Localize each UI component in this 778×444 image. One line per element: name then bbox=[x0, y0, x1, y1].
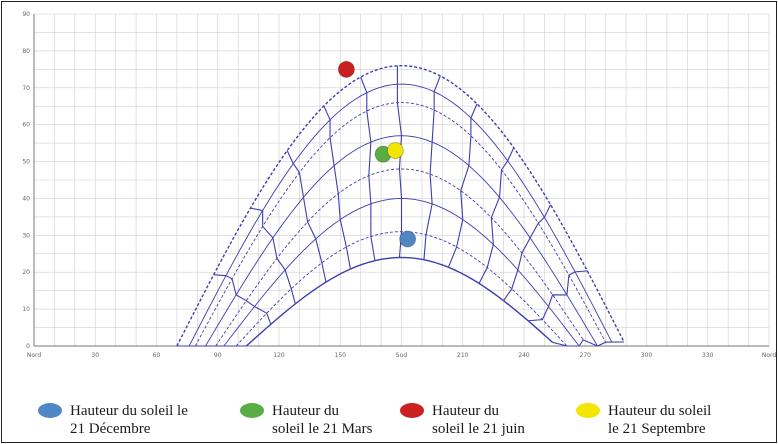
legend-marker-june bbox=[400, 403, 424, 418]
y-tick-label: 20 bbox=[22, 269, 30, 276]
legend-label-september: Hauteur du soleil le 21 Septembre bbox=[608, 403, 712, 437]
x-tick-label: Sud bbox=[396, 352, 408, 359]
day-curve bbox=[194, 102, 607, 347]
hour-line bbox=[360, 76, 376, 261]
sun-height-marker bbox=[386, 141, 404, 159]
y-tick-label: 30 bbox=[22, 232, 30, 239]
sun-height-marker bbox=[337, 60, 355, 78]
y-axis-ticks: 90 80 70 60 50 40 30 20 10 0 bbox=[22, 11, 30, 350]
legend-marker-september bbox=[576, 403, 600, 418]
hour-line bbox=[423, 75, 441, 260]
legend-item-march: Hauteur du soleil le 21 Mars bbox=[240, 402, 372, 438]
day-curve bbox=[188, 83, 613, 347]
legend: Hauteur du soleil le 21 Décembre Hauteur… bbox=[2, 394, 778, 444]
sun-path-chart: Nord 30 60 90 120 150 Sud 210 240 270 300 330 Nord 9… bbox=[22, 11, 777, 359]
hour-line bbox=[447, 103, 478, 268]
legend-item-june: Hauteur du soleil le 21 juin bbox=[400, 402, 525, 438]
y-tick-label: 40 bbox=[22, 195, 30, 202]
x-tick-label: 60 bbox=[153, 352, 161, 359]
legend-marker-december bbox=[38, 403, 62, 418]
x-tick-label: 90 bbox=[214, 352, 222, 359]
hour-line bbox=[323, 105, 351, 270]
y-tick-label: 10 bbox=[22, 306, 30, 313]
legend-label-june: Hauteur du soleil le 21 juin bbox=[432, 403, 525, 437]
hour-line bbox=[478, 147, 515, 284]
legend-label-march: Hauteur du soleil le 21 Mars bbox=[272, 403, 373, 437]
x-tick-label: 240 bbox=[518, 352, 530, 359]
legend-item-december: Hauteur du soleil le 21 Décembre bbox=[38, 402, 188, 438]
day-curve bbox=[245, 256, 554, 347]
sun-path-curves bbox=[176, 64, 625, 347]
x-tick-label: 330 bbox=[702, 352, 714, 359]
x-tick-label: 210 bbox=[457, 352, 469, 359]
day-curve bbox=[176, 64, 625, 347]
hour-line bbox=[503, 204, 552, 301]
hour-line bbox=[286, 150, 327, 283]
legend-item-september: Hauteur du soleil le 21 Septembre bbox=[576, 402, 711, 438]
sun-height-markers bbox=[337, 60, 417, 248]
sun-height-marker bbox=[399, 230, 417, 248]
x-axis-ticks: Nord 30 60 90 120 150 Sud 210 240 270 300 330 Nord bbox=[27, 352, 777, 359]
y-tick-label: 60 bbox=[22, 122, 30, 129]
x-tick-label: Nord bbox=[27, 352, 42, 359]
hour-line bbox=[528, 270, 588, 322]
x-tick-label: 30 bbox=[91, 352, 99, 359]
x-tick-label: 270 bbox=[580, 352, 592, 359]
legend-label-december: Hauteur du soleil le 21 Décembre bbox=[70, 403, 188, 437]
y-tick-label: 50 bbox=[22, 159, 30, 166]
grid bbox=[33, 13, 770, 347]
y-tick-label: 80 bbox=[22, 48, 30, 55]
x-tick-label: 120 bbox=[273, 352, 285, 359]
legend-marker-march bbox=[240, 403, 264, 418]
x-tick-label: Nord bbox=[762, 352, 777, 359]
hour-line bbox=[250, 207, 296, 305]
y-tick-label: 90 bbox=[22, 11, 30, 18]
y-tick-label: 0 bbox=[26, 343, 30, 350]
hour-line bbox=[213, 274, 272, 325]
x-tick-label: 300 bbox=[641, 352, 653, 359]
y-tick-label: 70 bbox=[22, 85, 30, 92]
x-tick-label: 150 bbox=[335, 352, 347, 359]
hour-line bbox=[552, 339, 625, 347]
